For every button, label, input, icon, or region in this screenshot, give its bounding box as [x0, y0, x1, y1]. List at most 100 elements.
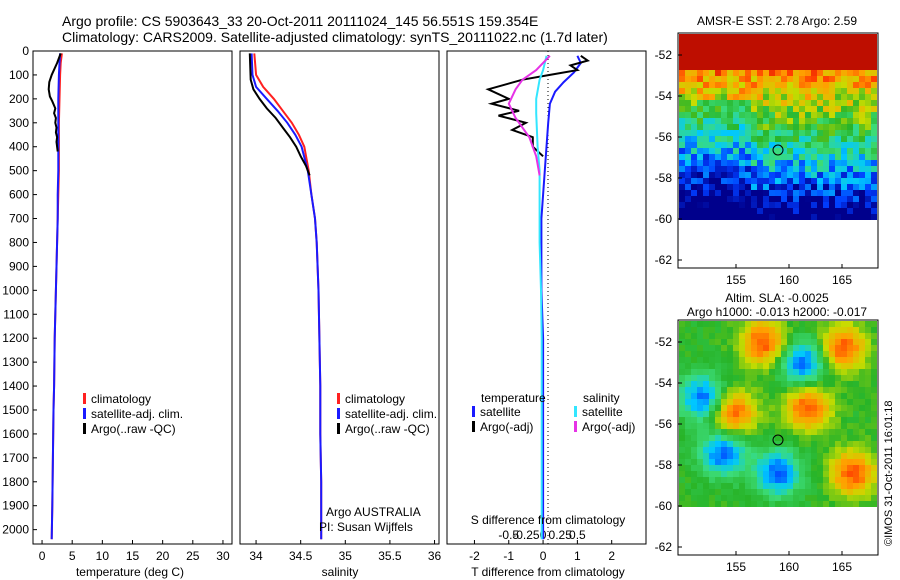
sst-cell: [829, 166, 835, 172]
sla-cell: [841, 375, 847, 381]
sst-cell: [691, 58, 697, 64]
sst-cell: [709, 172, 715, 178]
sst-cell: [757, 34, 763, 40]
sst-cell: [823, 148, 829, 154]
sla-cell: [811, 465, 817, 471]
sst-cell: [745, 34, 751, 40]
sst-cell: [787, 190, 793, 196]
sla-cell: [757, 333, 763, 339]
sst-cell: [829, 214, 835, 220]
sst-cell: [871, 52, 877, 58]
sla-cell: [751, 471, 757, 477]
sla-cell: [793, 369, 799, 375]
sst-cell: [859, 148, 865, 154]
sst-cell: [811, 214, 817, 220]
sst-cell: [865, 70, 871, 76]
sst-cell: [679, 34, 685, 40]
depth-tick-label: 600: [9, 188, 29, 202]
sla-cell: [859, 471, 865, 477]
sst-cell: [727, 70, 733, 76]
legend-swatch-argo: [337, 423, 340, 434]
sst-cell: [739, 40, 745, 46]
sst-cell: [859, 160, 865, 166]
sst-cell: [691, 64, 697, 70]
sla-cell: [817, 477, 823, 483]
sst-cell: [775, 100, 781, 106]
sst-cell: [799, 172, 805, 178]
sst-cell: [745, 148, 751, 154]
sla-cell: [787, 453, 793, 459]
sla-cell: [745, 357, 751, 363]
sst-cell: [799, 94, 805, 100]
legend-label-temp-argo: Argo(-adj): [480, 420, 533, 434]
sla-cell: [745, 471, 751, 477]
sst-cell: [727, 178, 733, 184]
sst-cell: [745, 100, 751, 106]
sst-cell: [775, 214, 781, 220]
sla-cell: [793, 321, 799, 327]
sla-cell: [871, 333, 877, 339]
sla-cell: [865, 381, 871, 387]
sla-cell: [715, 357, 721, 363]
sst-cell: [703, 184, 709, 190]
sla-cell: [847, 495, 853, 501]
sla-cell: [685, 375, 691, 381]
sla-cell: [715, 495, 721, 501]
sst-cell: [685, 142, 691, 148]
sst-cell: [829, 148, 835, 154]
sst-cell: [793, 94, 799, 100]
sst-cell: [835, 136, 841, 142]
sla-cell: [697, 435, 703, 441]
sla-cell: [817, 495, 823, 501]
sla-cell: [817, 459, 823, 465]
sla-cell: [739, 489, 745, 495]
sla-cell: [715, 351, 721, 357]
sla-cell: [787, 357, 793, 363]
sst-cell: [793, 154, 799, 160]
sla-cell: [799, 351, 805, 357]
sst-cell: [715, 172, 721, 178]
sla-cell: [769, 339, 775, 345]
sst-cell: [709, 214, 715, 220]
sst-cell: [775, 130, 781, 136]
sla-cell: [739, 405, 745, 411]
sst-cell: [853, 46, 859, 52]
sla-cell: [799, 405, 805, 411]
sst-cell: [853, 34, 859, 40]
sla-cell: [703, 495, 709, 501]
sst-cell: [811, 160, 817, 166]
sst-cell: [715, 58, 721, 64]
sst-cell: [811, 178, 817, 184]
sla-cell: [685, 465, 691, 471]
sla-cell: [715, 381, 721, 387]
sst-cell: [697, 64, 703, 70]
sla-cell: [811, 423, 817, 429]
sst-cell: [733, 118, 739, 124]
sst-cell: [841, 112, 847, 118]
sst-cell: [835, 94, 841, 100]
sst-cell: [691, 154, 697, 160]
sla-cell: [817, 471, 823, 477]
sla-cell: [709, 501, 715, 507]
sst-cell: [757, 130, 763, 136]
sst-cell: [763, 52, 769, 58]
imos-watermark: ©IMOS 31-Oct-2011 16:01:18: [883, 401, 895, 546]
sst-cell: [739, 46, 745, 52]
sla-cell: [871, 459, 877, 465]
sst-cell: [715, 100, 721, 106]
sst-cell: [793, 160, 799, 166]
sst-cell: [775, 58, 781, 64]
sla-cell: [727, 441, 733, 447]
sla-cell: [829, 393, 835, 399]
sla-cell: [865, 489, 871, 495]
sst-cell: [775, 196, 781, 202]
sst-cell: [859, 58, 865, 64]
sla-cell: [691, 339, 697, 345]
sla-cell: [709, 423, 715, 429]
sla-cell: [865, 333, 871, 339]
sla-cell: [685, 369, 691, 375]
sst-cell: [709, 82, 715, 88]
sst-cell: [745, 190, 751, 196]
sst-cell: [835, 106, 841, 112]
sla-cell: [829, 399, 835, 405]
